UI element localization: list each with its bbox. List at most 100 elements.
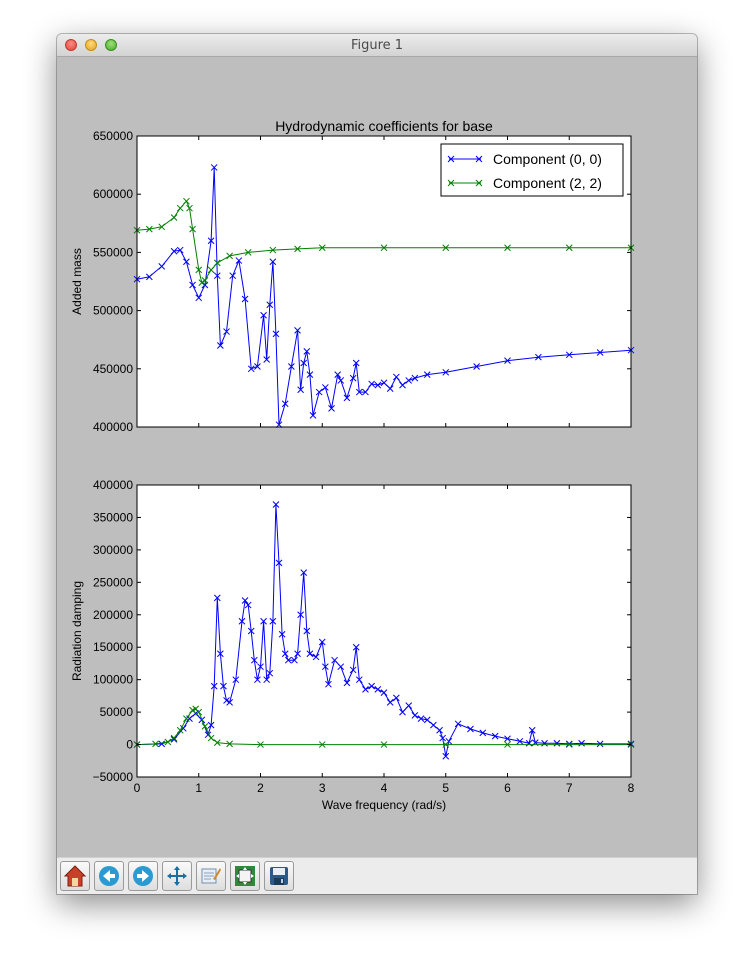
subplot-2-ytick-label: −50000 [93,770,134,784]
subplots-config-icon [235,866,255,886]
subplot-2-series-1-point [321,663,329,671]
forward-button[interactable] [128,861,158,891]
subplot-1-series-1-point [349,374,357,382]
subplot-2-series-1-point [250,656,258,664]
save-figure-button[interactable] [264,861,294,891]
subplot-2-series-1-point [158,740,166,748]
subplot-2-series-1-point [294,650,301,658]
subplot-2-series-1-point [352,643,360,651]
subplot-1-series-2-point [294,245,301,253]
subplot-1-series-1-point [303,347,311,355]
subplot-2-xtick-label: 6 [504,781,511,795]
zoom-rect-button[interactable] [196,861,226,891]
subplot-2-series-1-point [442,752,450,760]
subplot-1-series-1-point [343,394,351,402]
subplot-2-ytick-label: 250000 [93,575,133,589]
subplot-2-series-1-point [411,712,419,719]
subplot-1-ytick-label: 650000 [93,129,133,143]
navigation-toolbar [57,857,697,894]
subplot-2-series-1-point [238,617,246,625]
subplot-2-series-2-point [176,726,184,734]
close-window-button[interactable] [65,39,77,51]
subplot-1-series-1-point [294,327,301,334]
subplot-2-series-1-point [343,679,351,687]
subplot-1-series-2-point [213,259,221,267]
configure-subplots-button[interactable] [230,861,260,891]
subplot-1-series-1-point [176,246,184,254]
legend-box [440,143,624,197]
subplot-2-series-1-point [553,739,561,747]
subplot-2-series-1-point [300,569,308,576]
subplot-2-series-1-point [226,699,233,706]
subplot-2-series-1-point [374,686,382,693]
subplot-2-series-1-point [281,650,289,658]
subplot-1-series-1-point [596,349,604,356]
subplot-1-series-1-point [473,363,480,370]
subplot-1-series-1-point [183,258,190,266]
subplot-1-series-2-point [442,244,450,252]
subplot-1-series-1-point [217,342,224,349]
subplot-2-series-2-point [201,723,209,730]
subplot-1-series-1-point [247,365,255,373]
subplot-2-series-1-point [405,702,413,709]
subplot-1-series-1-point [423,371,431,378]
zoom-window-button[interactable] [105,39,117,51]
subplot-1-series-2-point [318,244,326,252]
subplot-2-series-1-point [423,716,431,724]
subplot-2-series-2-point [565,741,573,748]
subplot-2-series-1-point [232,676,240,684]
subplot-2-ytick-label: 50000 [100,705,134,719]
minimize-window-button[interactable] [85,39,97,51]
legend-marker-1 [475,155,483,163]
title-bar[interactable]: Figure 1 [57,34,697,57]
subplot-2-series-1-point [417,715,425,722]
subplot-1-series-1-point [337,377,345,384]
subplot-1-series-1-point [386,385,394,392]
subplot-2-series-1-point [479,729,487,737]
subplot-1-series-1-point [315,388,323,396]
subplot-2-series-1-point [491,732,499,740]
subplot-1-ytick-label: 450000 [93,362,133,376]
subplot-1-ytick-label: 500000 [93,304,133,318]
back-button[interactable] [94,861,124,891]
subplot-2-xtick-label: 3 [319,781,326,795]
subplot-1-series-2-point [176,204,184,212]
subplot-2-series-1-point [247,627,255,635]
pan-button[interactable] [162,861,192,891]
home-button[interactable] [60,861,90,891]
subplot-2-series-1-point [210,682,218,690]
subplot-1-series-1-point [565,351,573,359]
subplot-1-series-2-point [183,197,190,205]
subplot-2-series-1-point [241,597,249,604]
subplot-2-series-1-point [223,697,230,704]
subplot-2-series-1-point [528,726,536,734]
subplot-1-series-1-point [207,237,215,245]
subplot-2-ytick-label: 200000 [93,608,133,622]
subplot-2-series-1-point [355,676,363,684]
back-arrow-icon [99,866,119,886]
subplot-2-series-1-point [278,630,286,638]
subplot-2-series-2-point [226,740,233,748]
subplot-2-series-1-point [436,726,443,734]
subplot-1-series-1-point [374,381,382,389]
subplot-1-ytick-label: 600000 [93,187,133,201]
subplot-1-series-1-point [170,247,178,255]
subplot-2-series-1-point [525,739,533,747]
subplot-2-series-1-point [284,656,292,664]
subplot-2-series-1-point [541,739,548,747]
subplot-2-series-2-point [195,708,203,716]
save-icon [270,867,288,885]
subplot-1-series-2-point [207,266,215,274]
subplot-2-series-1-point [386,699,394,706]
subplot-1-series-1-point [297,386,304,394]
subplot-2-series-1-point [272,501,280,508]
subplot-2-series-1-point [349,666,357,674]
subplot-1-series-1-point [254,363,261,370]
subplot-2-series-1-point [257,663,264,671]
subplot-1-series-1-point [195,294,203,302]
subplot-2-series-1-point [439,734,447,742]
subplot-2-series-1-point [331,656,338,664]
subplot-2-series-1-point [244,601,252,609]
subplot-1-series-2-point [226,252,233,260]
subplot-2-xtick-label: 5 [442,781,449,795]
